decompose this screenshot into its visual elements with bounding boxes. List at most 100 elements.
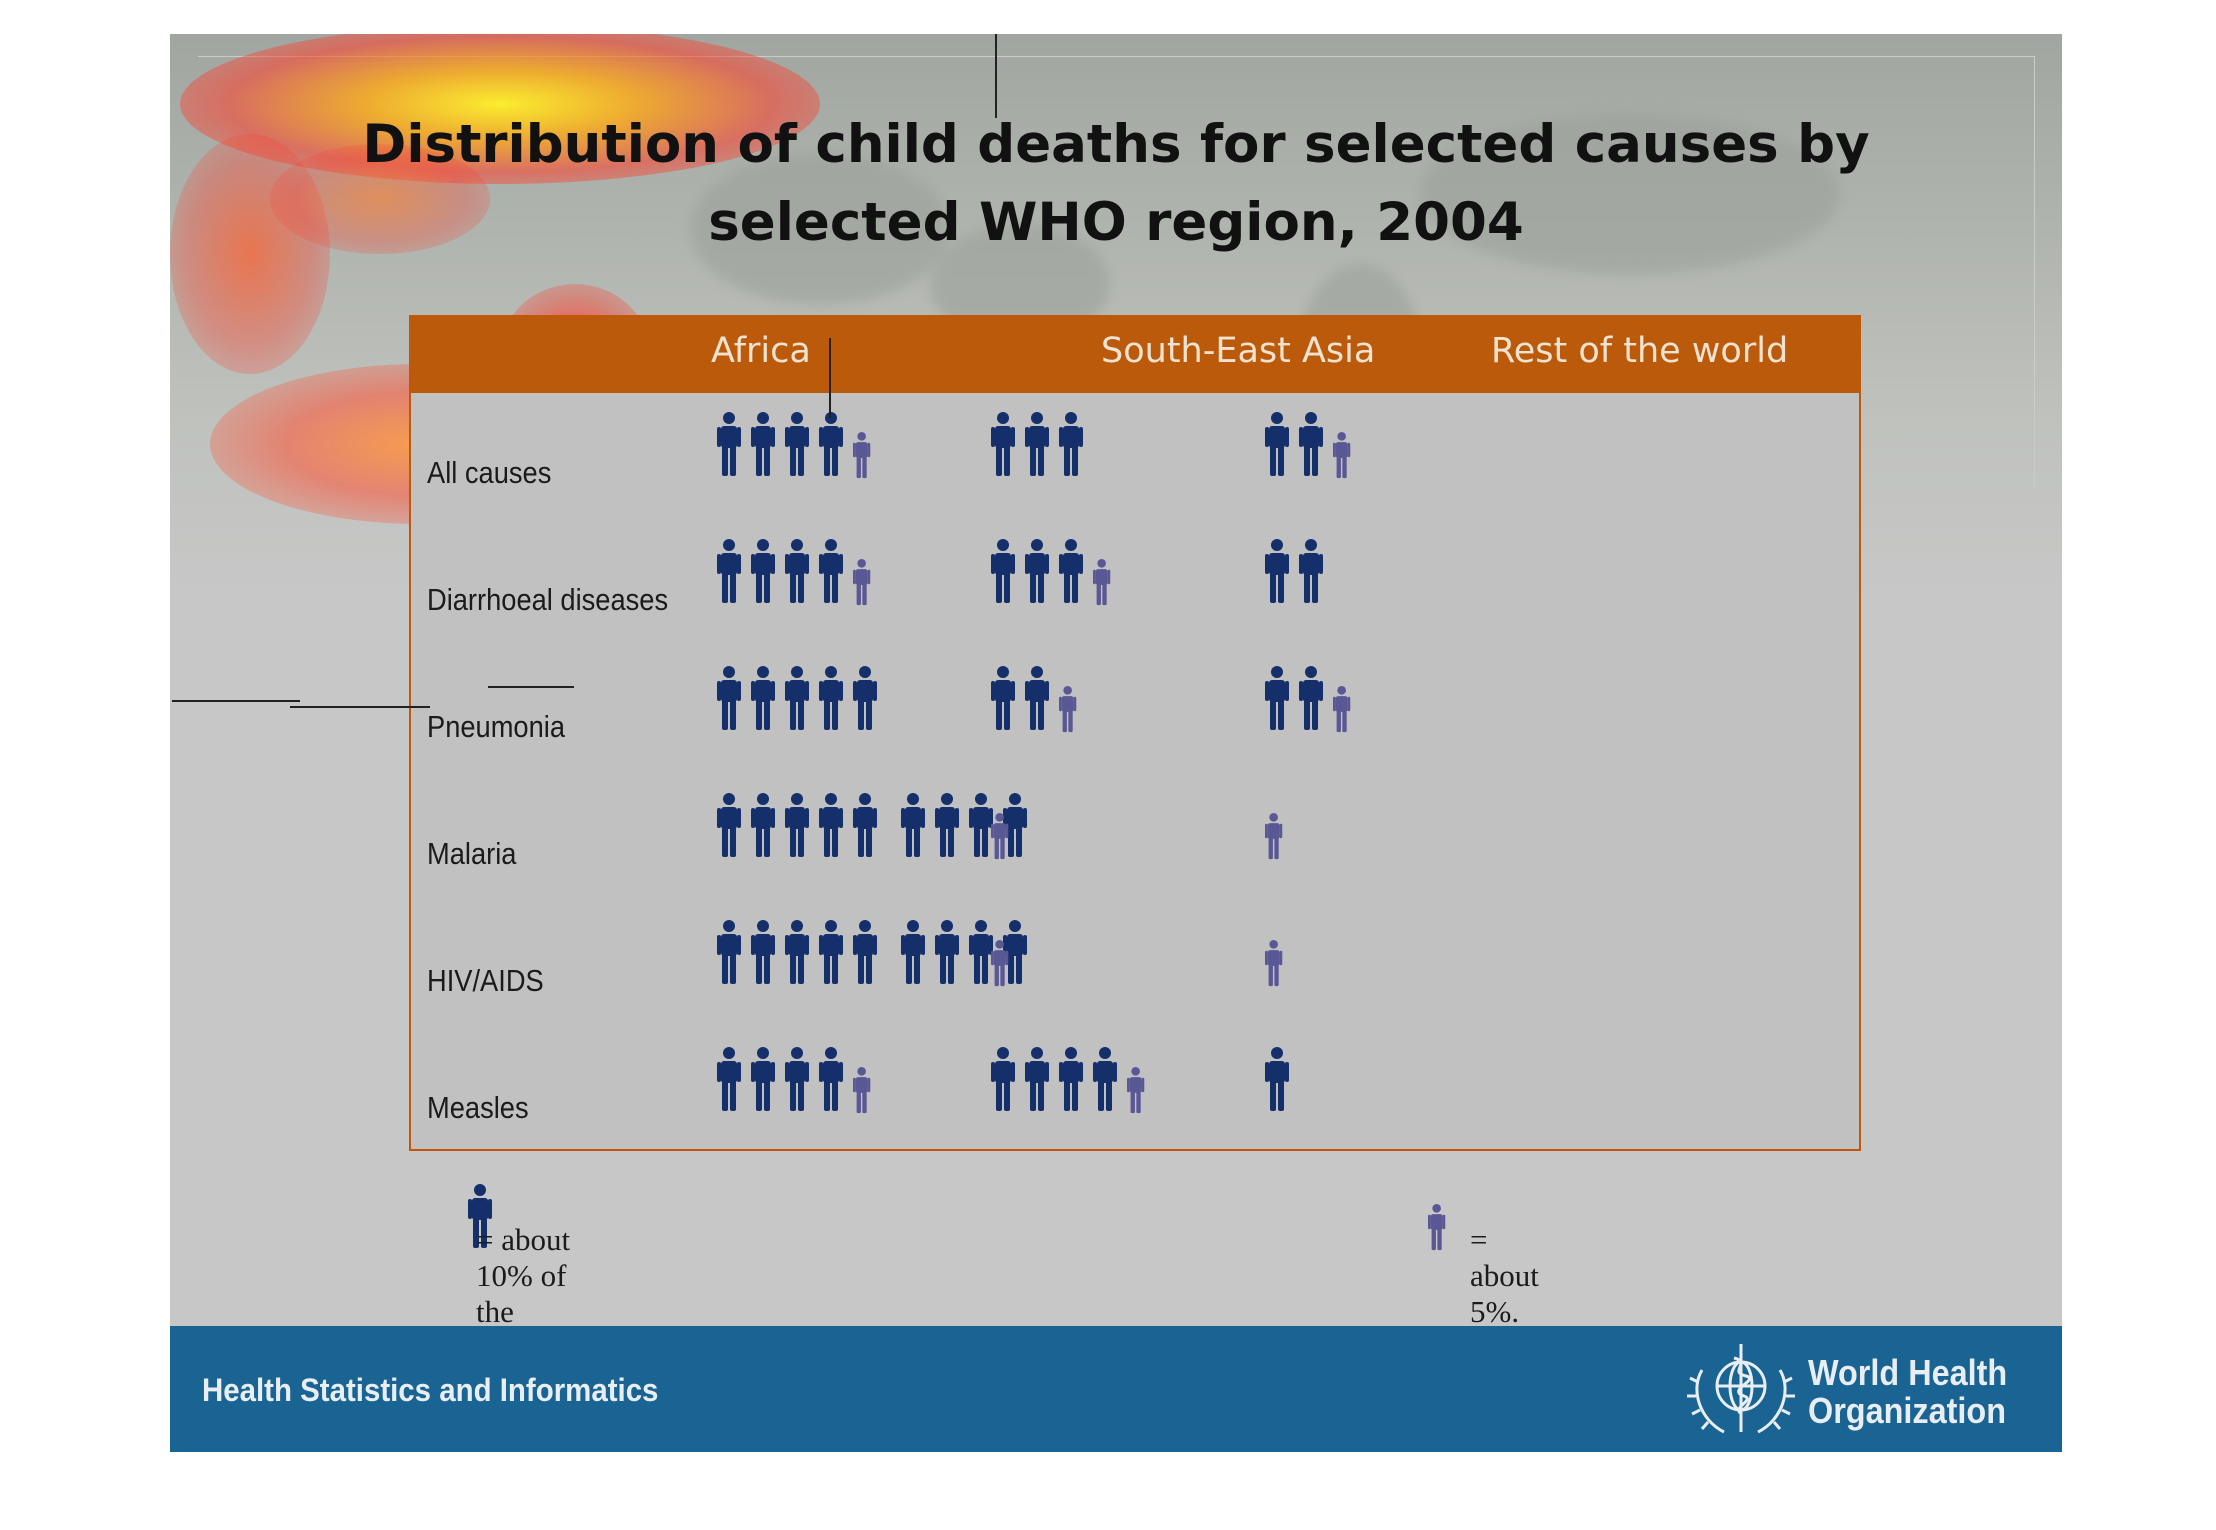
full-person-icon	[819, 666, 843, 730]
who-name-line-2: Organization	[1808, 1390, 2007, 1431]
full-person-icon	[785, 666, 809, 730]
full-person-icon	[1265, 666, 1289, 730]
stray-line	[829, 338, 831, 418]
full-person-icon	[785, 793, 809, 857]
half-person-icon	[853, 1067, 871, 1114]
full-person-icon	[785, 412, 809, 476]
half-person-icon	[853, 432, 871, 479]
row-label-diarrhoeal: Diarrhoeal diseases	[427, 582, 669, 617]
full-person-icon	[751, 539, 775, 603]
full-person-icon	[751, 920, 775, 984]
slide: Distribution of child deaths for selecte…	[170, 34, 2062, 1452]
full-person-icon	[1265, 1047, 1289, 1111]
row-label-pneumonia: Pneumonia	[427, 709, 566, 744]
full-person-icon	[853, 793, 877, 857]
full-person-icon	[717, 793, 741, 857]
full-person-icon	[819, 1047, 843, 1111]
who-name-line-1: World Health	[1808, 1352, 2008, 1393]
full-person-icon	[785, 539, 809, 603]
legend-half-person-icon	[1428, 1204, 1446, 1251]
half-person-icon	[991, 813, 1009, 860]
full-person-icon	[751, 412, 775, 476]
map-frame	[198, 56, 2035, 487]
full-person-icon	[1265, 412, 1289, 476]
full-person-icon	[901, 920, 925, 984]
full-person-icon	[717, 1047, 741, 1111]
page-title: Distribution of child deaths for selecte…	[170, 106, 2062, 262]
half-person-icon	[1059, 686, 1077, 733]
title-line-1: Distribution of child deaths for selecte…	[362, 114, 1870, 175]
full-person-icon	[1025, 539, 1049, 603]
full-person-icon	[969, 920, 993, 984]
stray-line	[172, 700, 300, 702]
full-person-icon	[819, 539, 843, 603]
full-person-icon	[1003, 920, 1027, 984]
half-person-icon	[1265, 813, 1283, 860]
full-person-icon	[717, 920, 741, 984]
who-emblem-icon	[1687, 1344, 1795, 1434]
column-header-africa: Africa	[711, 331, 811, 371]
half-person-icon	[1265, 940, 1283, 987]
full-person-icon	[785, 920, 809, 984]
legend-half-icon	[1428, 1204, 1446, 1251]
half-person-icon	[1333, 432, 1351, 479]
legend-full-person-icon	[468, 1184, 492, 1248]
column-header-rest-of-world: Rest of the world	[1491, 331, 1789, 371]
full-person-icon	[991, 1047, 1015, 1111]
full-person-icon	[853, 666, 877, 730]
full-person-icon	[1093, 1047, 1117, 1111]
full-person-icon	[935, 920, 959, 984]
full-person-icon	[969, 793, 993, 857]
full-person-icon	[1059, 1047, 1083, 1111]
full-person-icon	[717, 412, 741, 476]
half-person-icon	[1127, 1067, 1145, 1114]
row-label-all-causes: All causes	[427, 455, 552, 490]
full-person-icon	[1299, 666, 1323, 730]
icon-chart	[717, 412, 1351, 1114]
row-label-malaria: Malaria	[427, 836, 517, 871]
legend-full-icon	[468, 1184, 492, 1248]
half-person-icon	[1093, 559, 1111, 606]
full-person-icon	[1025, 412, 1049, 476]
half-person-icon	[1333, 686, 1351, 733]
full-person-icon	[751, 793, 775, 857]
half-person-icon	[991, 940, 1009, 987]
full-person-icon	[1059, 412, 1083, 476]
full-person-icon	[901, 793, 925, 857]
full-person-icon	[819, 793, 843, 857]
full-person-icon	[1299, 412, 1323, 476]
full-person-icon	[935, 793, 959, 857]
full-person-icon	[991, 666, 1015, 730]
stray-line	[488, 686, 574, 688]
row-label-measles: Measles	[427, 1090, 529, 1125]
full-person-icon	[1003, 793, 1027, 857]
footer-bar: Health Statistics and Informatics World …	[170, 1326, 2062, 1452]
full-person-icon	[819, 920, 843, 984]
column-header-south-east-asia: South-East Asia	[1101, 331, 1376, 371]
full-person-icon	[1265, 539, 1289, 603]
footer-title: Health Statistics and Informatics	[202, 1372, 659, 1408]
full-person-icon	[751, 1047, 775, 1111]
row-label-hiv-aids: HIV/AIDS	[427, 963, 544, 998]
who-name: World Health Organization	[1808, 1354, 2007, 1430]
stray-line	[995, 34, 997, 118]
full-person-icon	[819, 412, 843, 476]
full-person-icon	[751, 666, 775, 730]
full-person-icon	[1059, 539, 1083, 603]
full-person-icon	[1025, 1047, 1049, 1111]
column-header-bar: Africa South-East Asia Rest of the world	[411, 317, 1859, 393]
legend-half-text: = about 5%.	[1470, 1222, 1539, 1329]
full-person-icon	[991, 539, 1015, 603]
full-person-icon	[717, 666, 741, 730]
full-person-icon	[1299, 539, 1323, 603]
half-person-icon	[853, 559, 871, 606]
full-person-icon	[717, 539, 741, 603]
legend-icons	[468, 1184, 1446, 1251]
stray-line	[290, 706, 430, 708]
full-person-icon	[991, 412, 1015, 476]
full-person-icon	[785, 1047, 809, 1111]
title-line-2: selected WHO region, 2004	[708, 192, 1524, 253]
full-person-icon	[1025, 666, 1049, 730]
chart-panel: Africa South-East Asia Rest of the world…	[409, 315, 1861, 1151]
full-person-icon	[853, 920, 877, 984]
